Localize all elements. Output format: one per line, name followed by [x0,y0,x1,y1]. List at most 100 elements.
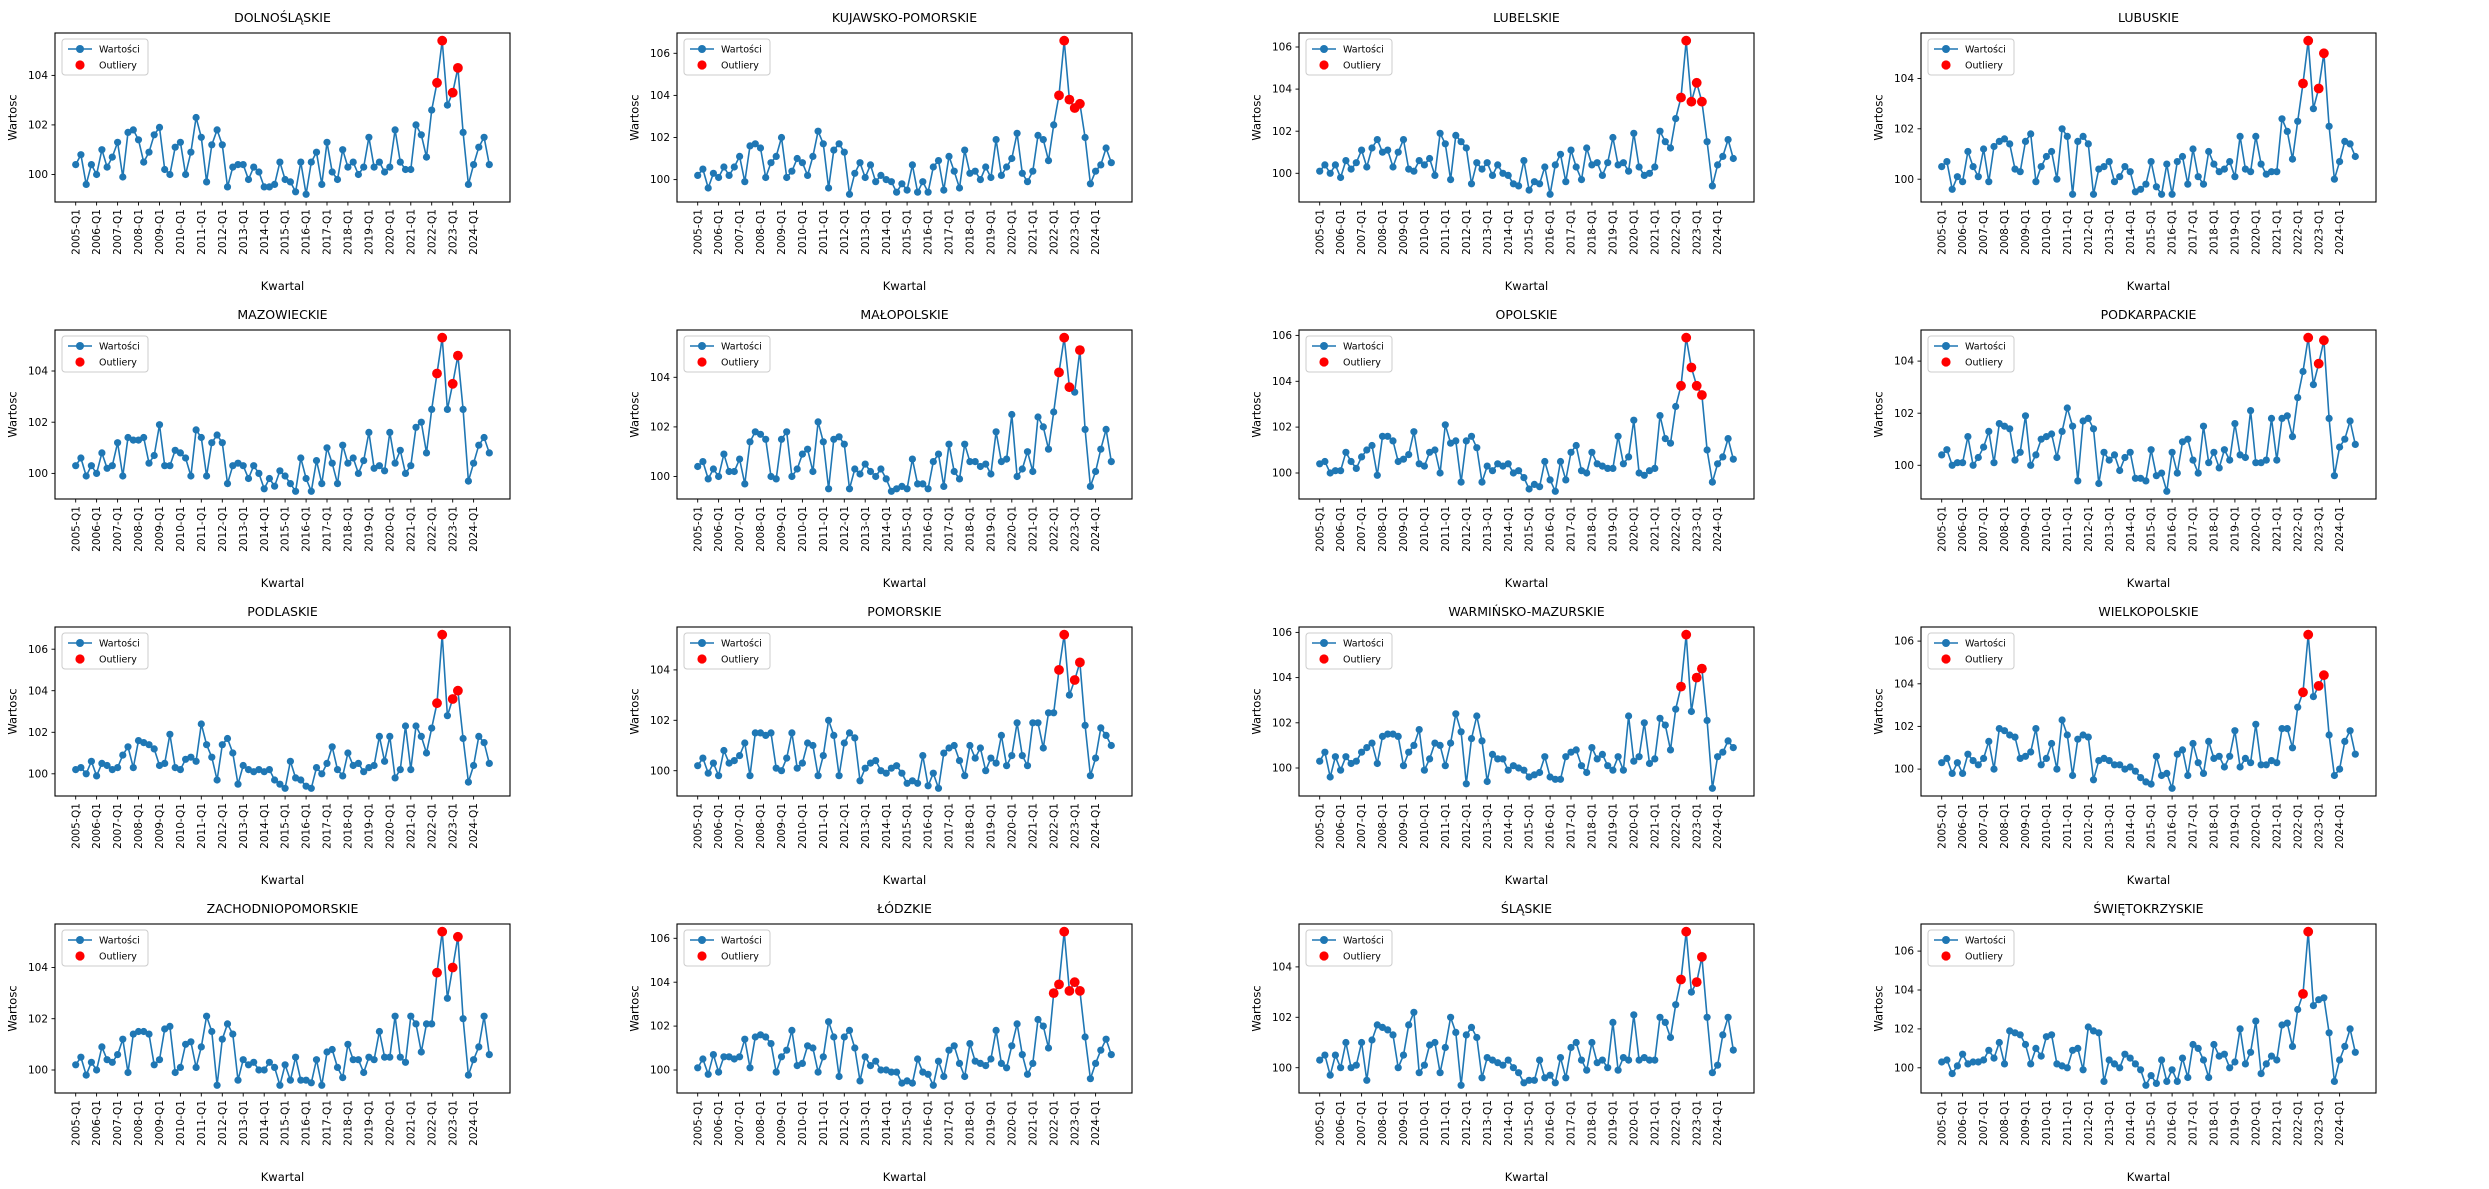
x-tick-label: 2014-Q1 [2125,1100,2137,1146]
x-tick-label: 2011-Q1 [2062,209,2074,255]
x-tick-label: 2020-Q1 [1006,1100,1018,1146]
x-tick-label: 2009-Q1 [776,803,788,849]
legend-item-outliers: Outliery [1941,60,2003,72]
subplot-canvas-kujawsko-pomorskie: 100 102 104 106 2005-Q1 2006-Q1 2007-Q1 2008-Q1… [628,10,1133,293]
outlier-marker-icon [697,357,707,367]
x-tick-label: 2019-Q1 [986,803,998,849]
legend-item-series: Wartości [1312,45,1384,56]
x-tick-label: 2023-Q1 [2313,506,2325,552]
legend: Wartości Outliery [683,929,771,967]
x-tick-label: 2006-Q1 [1957,506,1969,552]
x-tick-label: 2018-Q1 [1587,803,1599,849]
x-tick-label: 2022-Q1 [426,209,438,255]
y-axis-label: Wartosc [1872,985,1886,1031]
y-axis-ticks: 100 102 104 106 [1272,627,1299,775]
x-tick-label: 2019-Q1 [364,506,376,552]
x-tick-label: 2021-Q1 [405,209,417,255]
x-tick-label: 2015-Q1 [1524,1100,1536,1146]
y-axis-label: Wartosc [1872,94,1886,140]
x-tick-label: 2020-Q1 [384,1100,396,1146]
x-tick-label: 2008-Q1 [1377,803,1389,849]
x-tick-label: 2011-Q1 [2062,506,2074,552]
y-tick-label: 104 [1272,672,1292,684]
x-tick-label: 2015-Q1 [2146,506,2158,552]
x-tick-label: 2018-Q1 [1587,1100,1599,1146]
x-axis-ticks: 2005-Q1 2006-Q1 2007-Q1 2008-Q1 2009-Q1 2010-… [692,1093,1102,1146]
y-tick-label: 104 [28,962,48,974]
y-tick-label: 100 [1272,1062,1292,1074]
subplot-lodzkie: 100 102 104 106 2005-Q1 2006-Q1 2007-Q1 2008-Q1… [622,891,1244,1188]
x-tick-label: 2007-Q1 [734,803,746,849]
y-axis-label: Wartosc [1250,985,1264,1031]
x-tick-label: 2009-Q1 [2020,209,2032,255]
x-tick-label: 2022-Q1 [2292,209,2304,255]
x-tick-label: 2010-Q1 [175,803,187,849]
y-tick-label: 100 [650,174,670,186]
x-tick-label: 2008-Q1 [1377,209,1389,255]
legend-series-label: Wartości [99,342,140,353]
y-tick-label: 100 [1272,763,1292,775]
x-tick-label: 2013-Q1 [238,209,250,255]
legend-item-series: Wartości [690,45,762,56]
x-tick-label: 2006-Q1 [1957,1100,1969,1146]
x-tick-label: 2017-Q1 [1566,506,1578,552]
x-tick-label: 2010-Q1 [797,803,809,849]
x-tick-label: 2013-Q1 [860,1100,872,1146]
x-tick-label: 2011-Q1 [818,803,830,849]
x-tick-label: 2012-Q1 [217,506,229,552]
series-marker-icon [1320,45,1328,53]
x-tick-label: 2021-Q1 [1027,506,1039,552]
x-tick-label: 2020-Q1 [1006,209,1018,255]
subplot-title: MAZOWIECKIE [237,307,327,322]
legend: Wartości Outliery [1305,929,1393,967]
x-tick-label: 2018-Q1 [1587,506,1599,552]
plot-border [54,32,511,203]
plot-border [1298,626,1755,797]
x-tick-label: 2022-Q1 [1670,1100,1682,1146]
x-tick-label: 2010-Q1 [2041,506,2053,552]
x-tick-label: 2015-Q1 [280,803,292,849]
x-tick-label: 2021-Q1 [1649,803,1661,849]
legend-item-outliers: Outliery [1941,951,2003,963]
x-axis-label: Kwartal [2127,279,2170,293]
x-tick-label: 2019-Q1 [986,1100,998,1146]
subplot-title: ZACHODNIOPOMORSKIE [207,901,359,916]
x-tick-label: 2005-Q1 [1936,803,1948,849]
y-tick-label: 104 [650,372,670,384]
x-tick-label: 2016-Q1 [1545,209,1557,255]
series-marker-icon [1942,639,1950,647]
legend-item-outliers: Outliery [1319,951,1381,963]
plot-border [1920,923,2377,1094]
x-tick-label: 2022-Q1 [426,1100,438,1146]
x-tick-label: 2012-Q1 [217,803,229,849]
legend: Wartości Outliery [1927,632,2015,670]
y-axis-label: Wartosc [6,688,20,734]
y-tick-label: 102 [1272,422,1292,434]
legend: Wartości Outliery [61,335,149,373]
x-tick-label: 2022-Q1 [426,803,438,849]
x-tick-label: 2024-Q1 [468,803,480,849]
x-tick-label: 2022-Q1 [2292,506,2304,552]
legend: Wartości Outliery [61,38,149,76]
x-tick-label: 2018-Q1 [2209,506,2221,552]
x-tick-label: 2016-Q1 [301,803,313,849]
subplot-canvas-warminsko-mazurskie: 100 102 104 106 2005-Q1 2006-Q1 2007-Q1 2008-Q1… [1250,604,1755,887]
y-tick-label: 102 [1272,126,1292,138]
x-axis-ticks: 2005-Q1 2006-Q1 2007-Q1 2008-Q1 2009-Q1 2010-… [1936,796,2346,849]
legend-series-label: Wartości [1343,45,1384,56]
x-axis-label: Kwartal [261,576,304,590]
x-tick-label: 2005-Q1 [70,803,82,849]
x-tick-label: 2017-Q1 [944,1100,956,1146]
x-tick-label: 2007-Q1 [112,506,124,552]
legend-series-label: Wartości [1965,342,2006,353]
y-tick-label: 104 [1272,84,1292,96]
plot-border [1298,329,1755,500]
subplot-title: OPOLSKIE [1496,307,1558,322]
subplot-sla-skie: 100 102 104 2005-Q1 2006-Q1 2007-Q1 2008-Q1 200… [1244,891,1866,1188]
y-tick-label: 102 [650,132,670,144]
legend-item-outliers: Outliery [1319,654,1381,666]
x-axis-ticks: 2005-Q1 2006-Q1 2007-Q1 2008-Q1 2009-Q1 2010-… [692,202,1102,255]
x-tick-label: 2023-Q1 [1069,1100,1081,1146]
x-axis-ticks: 2005-Q1 2006-Q1 2007-Q1 2008-Q1 2009-Q1 2010-… [70,796,480,849]
subplot-title: POMORSKIE [867,604,942,619]
